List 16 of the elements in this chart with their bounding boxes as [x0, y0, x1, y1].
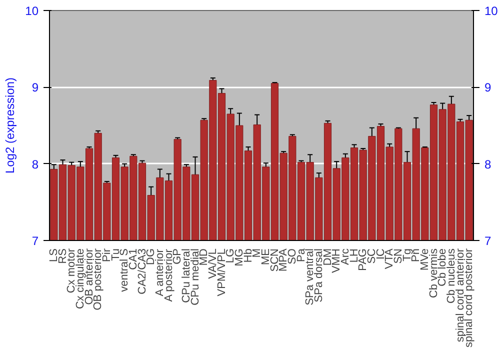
- y-axis-title: Log2 (expression): [3, 77, 18, 174]
- y-tick-label: 8: [32, 157, 39, 172]
- y-tick-label: 7: [32, 234, 39, 248]
- x-tick-label: MVe: [418, 248, 431, 271]
- y2-tick-label: 8: [484, 157, 492, 172]
- x-tick-label: spinal cord posterior: [463, 248, 476, 348]
- y2-tick-label: 10: [484, 4, 498, 18]
- x-tick-label: SPa dorsal: [312, 248, 325, 302]
- x-tick-label: RS: [56, 248, 69, 264]
- y2-tick-label: 9: [484, 80, 492, 95]
- x-tick-label: SO: [286, 248, 298, 264]
- y-tick-label: 9: [32, 80, 39, 95]
- x-tick-label: Arc: [339, 248, 352, 265]
- y-tick-label: 10: [25, 4, 39, 18]
- y2-tick-label: 7: [484, 234, 492, 248]
- x-tick-label: Cb nucleus: [445, 248, 458, 304]
